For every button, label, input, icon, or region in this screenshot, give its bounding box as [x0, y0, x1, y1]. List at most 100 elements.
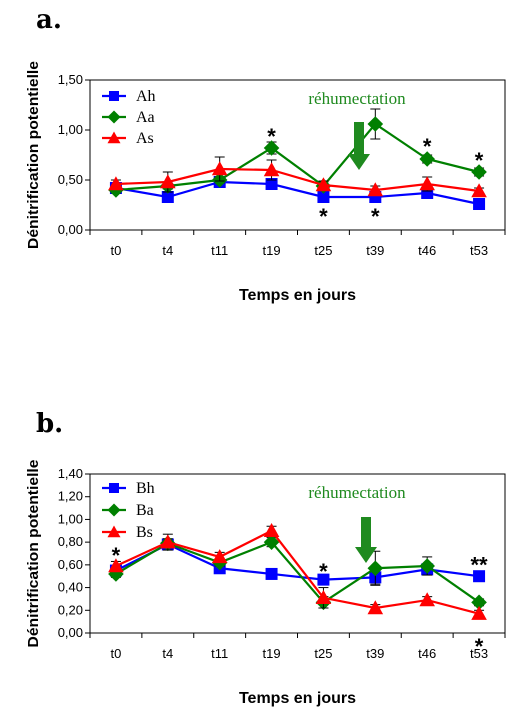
legend-label: Aa — [136, 109, 155, 126]
down-arrow-icon — [355, 517, 377, 563]
panel-letter: b. — [36, 409, 63, 439]
y-axis-title: Dénitrification potentielle — [25, 61, 42, 249]
series-line-Ba — [115, 540, 480, 604]
x-tick-label: t39 — [366, 646, 384, 661]
chart-panel-b: b. 0,00 0,20 0,40 0,60 0,80 1,00 1,20 1,40 t0 t4 t1… — [25, 409, 506, 707]
x-tick-label: t46 — [418, 243, 436, 258]
significance-star: * — [371, 204, 380, 229]
y-tick-label: 0,20 — [58, 602, 83, 617]
legend-label: Ah — [136, 88, 156, 105]
chart-panel-a: a. 0,00 0,50 1,00 1,50 t0 t4 t11 t19 t25 t39 t46 t53… — [25, 5, 506, 304]
series-line-Bs — [115, 529, 480, 615]
x-tick-label: t0 — [111, 646, 122, 661]
y-tick-label: 1,20 — [58, 489, 83, 504]
data-point-Ba — [108, 566, 124, 582]
data-point-Ah — [317, 191, 330, 203]
y-tick-label: 0,40 — [58, 580, 83, 595]
series-As — [108, 156, 487, 198]
significance-star: * — [475, 634, 484, 659]
legend-label: As — [136, 130, 154, 147]
data-point-Aa — [471, 164, 487, 180]
legend: Ah Aa As — [102, 88, 156, 147]
data-point-Bs — [211, 549, 228, 564]
series-Bs — [108, 522, 487, 620]
legend-label: Bh — [136, 480, 155, 497]
x-tick-label: t25 — [314, 243, 332, 258]
data-point-As — [211, 161, 228, 176]
x-tick-label: t19 — [263, 646, 281, 661]
x-tick-label: t46 — [418, 646, 436, 661]
legend-marker — [107, 525, 121, 538]
legend-marker — [107, 110, 121, 124]
x-axis-title: Temps en jours — [239, 690, 356, 707]
data-point-Bs — [419, 592, 435, 607]
x-axis-title: Temps en jours — [239, 287, 356, 304]
down-arrow-icon — [348, 122, 370, 170]
y-tick-label: 0,50 — [58, 172, 83, 187]
data-point-Ah — [265, 178, 278, 190]
y-tick-label: 0,60 — [58, 557, 83, 572]
data-point-As — [108, 176, 124, 191]
series-line-Ah — [115, 180, 480, 206]
data-point-Ba — [263, 534, 280, 550]
significance-star: * — [267, 124, 276, 149]
data-point-As — [263, 162, 280, 177]
data-point-As — [160, 174, 176, 189]
legend-marker — [107, 503, 121, 517]
data-point-Bs — [367, 600, 384, 615]
x-tick-label: t11 — [211, 646, 228, 661]
data-point-Ah — [161, 191, 174, 203]
data-point-Bh — [473, 570, 486, 583]
series-line-Bh — [115, 543, 480, 581]
significance-star: * — [319, 559, 328, 584]
data-point-Ah — [473, 198, 486, 210]
significance-star: ** — [471, 552, 489, 577]
x-tick-label: t53 — [470, 243, 488, 258]
y-tick-label: 0,80 — [58, 534, 83, 549]
data-point-As — [367, 182, 384, 197]
x-tick-label: t11 — [211, 243, 228, 258]
x-tick-label: t39 — [366, 243, 384, 258]
y-axis-title: Dénitrification potentielle — [25, 460, 42, 648]
y-tick-label: 1,00 — [58, 122, 83, 137]
data-point-Aa — [419, 151, 435, 167]
legend-label: Ba — [136, 502, 154, 519]
x-tick-label: t25 — [314, 646, 332, 661]
legend-label: Bs — [136, 524, 153, 541]
x-tick-label: t0 — [111, 243, 122, 258]
data-point-Aa — [263, 140, 280, 156]
series-line-Aa — [115, 122, 480, 192]
significance-star: * — [475, 148, 484, 173]
legend: Bh Ba Bs — [102, 480, 155, 541]
y-tick-label: 0,00 — [58, 625, 83, 640]
x-tick-label: t19 — [263, 243, 281, 258]
data-point-Ba — [471, 594, 487, 611]
panel-letter: a. — [36, 5, 62, 35]
data-point-Bs — [108, 558, 124, 573]
x-tick-label: t4 — [162, 646, 173, 661]
legend-marker — [107, 131, 121, 144]
data-point-Aa — [367, 116, 384, 132]
annotation-label: réhumectation — [308, 483, 406, 502]
data-point-Bh — [317, 573, 330, 586]
x-tick-label: t53 — [470, 646, 488, 661]
data-point-Bh — [265, 567, 278, 580]
data-point-As — [419, 176, 435, 191]
data-point-Bs — [263, 522, 280, 538]
data-point-Bs — [315, 589, 332, 605]
significance-star: * — [319, 204, 328, 229]
data-point-Bs — [160, 534, 176, 549]
data-point-As — [471, 183, 487, 198]
y-tick-label: 0,00 — [58, 222, 83, 237]
legend-marker — [109, 483, 119, 493]
data-point-Bs — [471, 605, 487, 620]
annotation-label: réhumectation — [308, 89, 406, 108]
x-tick-label: t4 — [162, 243, 173, 258]
y-tick-label: 1,50 — [58, 72, 83, 87]
significance-star: * — [112, 543, 121, 568]
data-point-As — [315, 177, 332, 192]
data-point-Ba — [419, 558, 435, 574]
y-tick-label: 1,00 — [58, 511, 83, 526]
y-tick-label: 1,40 — [58, 466, 83, 481]
